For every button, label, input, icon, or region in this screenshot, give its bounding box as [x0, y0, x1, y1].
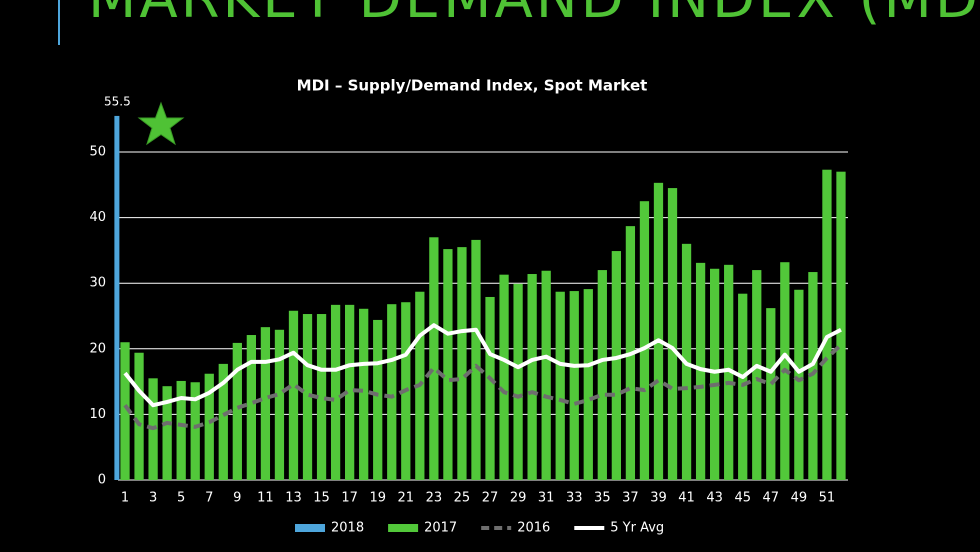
bar: [695, 262, 706, 480]
bar: [541, 270, 551, 480]
bar: [766, 308, 776, 480]
series-line: [123, 323, 842, 408]
bar: [218, 363, 228, 480]
y-tick-label: 40: [89, 210, 106, 225]
slide-title: MARKET DEMAND INDEX (MDI): [88, 0, 980, 31]
chart-title: MDI – Supply/Demand Index, Spot Market: [297, 77, 648, 95]
x-tick-label: 51: [819, 491, 836, 506]
bar: [710, 268, 720, 480]
bar: [246, 335, 256, 480]
bar: [260, 327, 271, 480]
x-tick-label: 19: [369, 491, 386, 506]
bar: [836, 171, 846, 480]
data-label: 55.5: [104, 94, 131, 108]
x-tick-label: 35: [594, 491, 611, 506]
x-tick-label: 1: [121, 491, 129, 506]
bar: [330, 304, 341, 480]
x-tick-label: 25: [454, 491, 471, 506]
y-tick-label: 30: [89, 276, 106, 291]
bar: [569, 291, 579, 480]
x-tick-label: 13: [285, 491, 302, 506]
legend-label: 2018: [331, 521, 364, 536]
bar: [597, 270, 607, 480]
x-tick-label: 27: [482, 491, 499, 506]
y-tick-label: 0: [98, 473, 106, 488]
x-tick-label: 7: [205, 491, 213, 506]
x-tick-label: 45: [734, 491, 751, 506]
x-tick-label: 37: [622, 491, 639, 506]
bar: [485, 296, 495, 480]
legend-label: 2017: [424, 521, 457, 536]
bar: [667, 188, 678, 480]
bar: [162, 386, 172, 480]
x-tick-label: 5: [177, 491, 185, 506]
bar: [373, 319, 383, 480]
x-tick-label: 43: [706, 491, 723, 506]
bar: [387, 304, 397, 480]
x-tick-label: 23: [426, 491, 443, 506]
x-tick-label: 31: [538, 491, 555, 506]
legend-swatch: [388, 524, 419, 532]
x-tick-label: 3: [149, 491, 157, 506]
x-tick-label: 17: [341, 491, 358, 506]
bar: [499, 274, 509, 480]
legend-label: 2016: [517, 521, 550, 536]
bar: [176, 380, 186, 480]
bar: [513, 283, 523, 480]
bar: [611, 251, 621, 480]
x-tick-label: 49: [791, 491, 808, 506]
bar: [288, 310, 299, 480]
y-tick-label: 50: [89, 145, 106, 160]
bar: [345, 304, 355, 480]
series-line: [123, 343, 843, 431]
bar: [134, 352, 144, 480]
bar: [316, 314, 327, 480]
bar: [114, 115, 120, 481]
legend-label: 5 Yr Avg: [610, 521, 664, 536]
bar: [457, 247, 467, 480]
bar: [443, 249, 453, 480]
x-tick-label: 9: [233, 491, 241, 506]
x-tick-label: 47: [763, 491, 780, 506]
bar: [120, 342, 130, 480]
x-tick-label: 11: [257, 491, 274, 506]
bar: [794, 289, 804, 480]
x-tick-label: 21: [398, 491, 415, 506]
bar: [190, 382, 200, 480]
x-tick-label: 41: [678, 491, 695, 506]
bar: [752, 270, 762, 480]
bar: [808, 272, 818, 480]
bar: [204, 373, 214, 480]
bar: [471, 239, 481, 480]
x-tick-label: 15: [313, 491, 330, 506]
bar: [822, 169, 832, 480]
bar: [527, 274, 537, 480]
bar: [653, 182, 664, 480]
bar: [583, 289, 593, 480]
x-tick-label: 29: [510, 491, 527, 506]
bar: [359, 308, 369, 480]
y-tick-label: 20: [89, 341, 106, 356]
y-tick-label: 10: [89, 407, 106, 422]
bar: [302, 314, 313, 480]
x-tick-label: 33: [566, 491, 583, 506]
bar: [274, 329, 285, 480]
bar: [555, 291, 565, 480]
x-tick-label: 39: [650, 491, 667, 506]
bar: [429, 237, 439, 480]
bar: [724, 264, 734, 480]
legend-swatch: [295, 524, 325, 532]
star-icon: [137, 101, 185, 146]
bar: [639, 201, 650, 480]
bar: [232, 342, 242, 480]
